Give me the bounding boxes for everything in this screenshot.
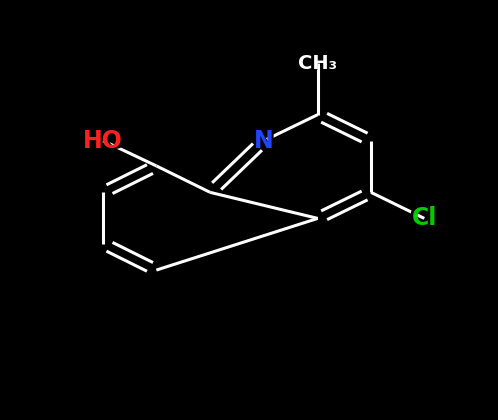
- Text: N: N: [252, 127, 276, 155]
- Text: Cl: Cl: [408, 205, 440, 232]
- Text: CH₃: CH₃: [293, 51, 343, 75]
- Text: Cl: Cl: [412, 206, 437, 231]
- Text: HO: HO: [83, 129, 123, 153]
- Text: N: N: [254, 129, 274, 153]
- Text: HO: HO: [79, 127, 127, 155]
- Text: CH₃: CH₃: [298, 53, 337, 73]
